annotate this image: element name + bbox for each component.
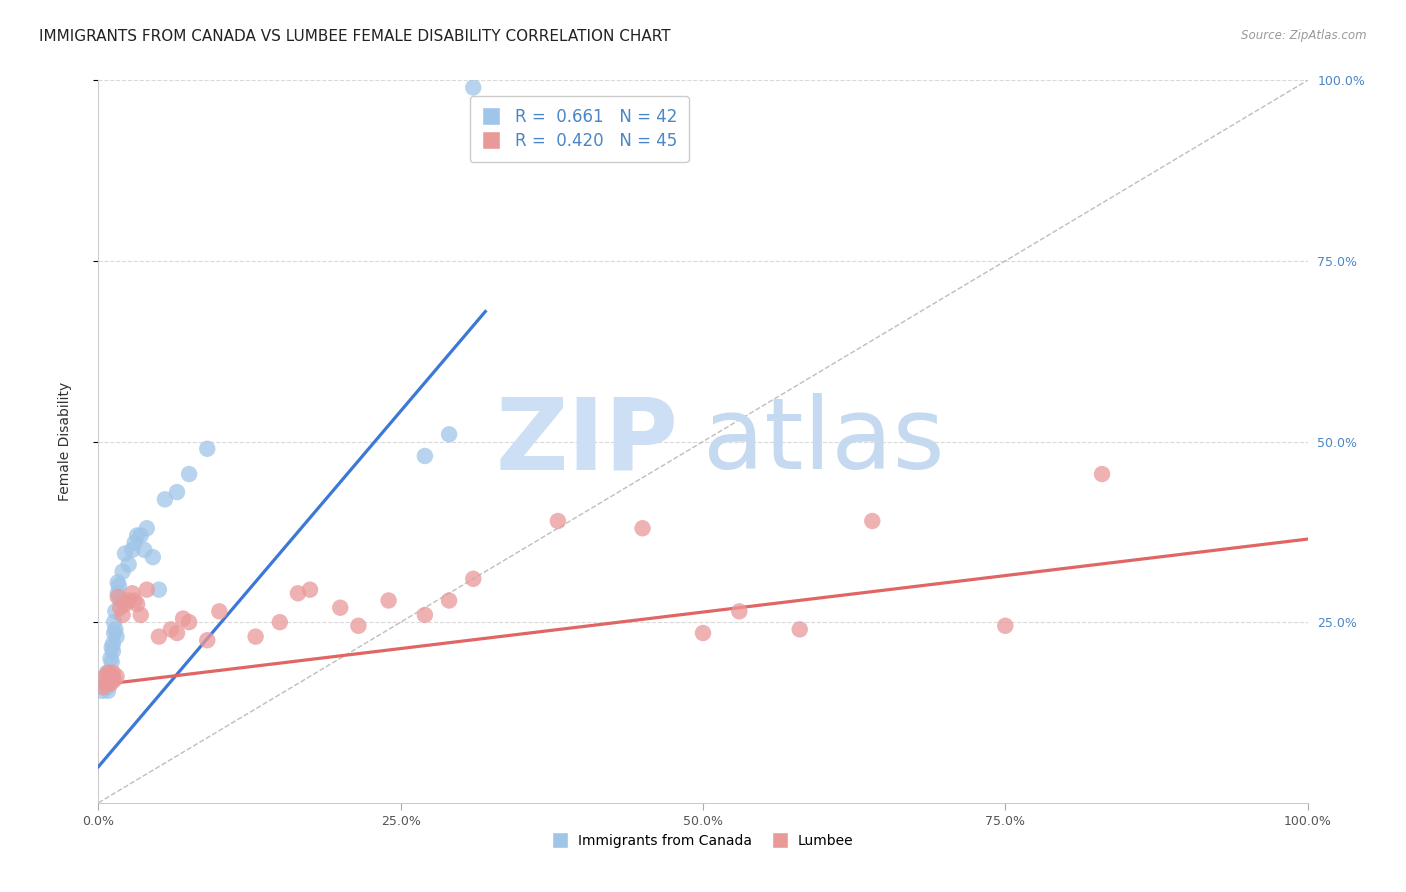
Point [413, 607, 436, 622]
Point [547, 514, 569, 528]
Point [437, 593, 460, 607]
Point [142, 550, 165, 565]
Point [100, 655, 122, 669]
Point [245, 630, 267, 644]
Point [692, 626, 714, 640]
Point [107, 586, 129, 600]
Point [118, 558, 141, 572]
Point [129, 528, 152, 542]
Point [108, 600, 131, 615]
Point [100, 651, 122, 665]
Point [97, 683, 120, 698]
Point [101, 637, 124, 651]
Point [118, 593, 141, 607]
Point [100, 640, 122, 655]
Point [114, 547, 136, 561]
Point [135, 582, 157, 597]
Point [172, 611, 194, 625]
Point [105, 630, 128, 644]
Point [148, 582, 170, 597]
Point [135, 521, 157, 535]
Point [96, 680, 118, 694]
Point [121, 586, 143, 600]
Point [329, 600, 352, 615]
Point [114, 597, 136, 611]
Point [179, 467, 201, 481]
Point [127, 528, 149, 542]
Point [93, 673, 115, 687]
Point [148, 630, 170, 644]
Point [103, 626, 125, 640]
Point [100, 669, 122, 683]
Point [98, 673, 121, 687]
Point [463, 572, 485, 586]
Point [104, 604, 127, 618]
Point [129, 607, 152, 622]
Point [94, 676, 117, 690]
Point [728, 604, 751, 618]
Point [179, 615, 201, 630]
Point [166, 485, 188, 500]
Point [96, 676, 118, 690]
Point [269, 615, 291, 630]
Text: IMMIGRANTS FROM CANADA VS LUMBEE FEMALE DISABILITY CORRELATION CHART: IMMIGRANTS FROM CANADA VS LUMBEE FEMALE … [39, 29, 671, 44]
Point [107, 575, 129, 590]
Point [463, 80, 485, 95]
Point [103, 615, 125, 630]
Point [166, 626, 188, 640]
Point [377, 593, 399, 607]
Point [124, 535, 146, 549]
Point [91, 680, 114, 694]
Point [100, 669, 122, 683]
Point [96, 665, 118, 680]
Point [860, 514, 883, 528]
Point [413, 449, 436, 463]
Point [437, 427, 460, 442]
Point [103, 673, 125, 687]
Point [101, 665, 124, 680]
Point [299, 582, 322, 597]
Text: atlas: atlas [703, 393, 945, 490]
Y-axis label: Female Disability: Female Disability [58, 382, 72, 501]
Point [789, 623, 811, 637]
Point [994, 619, 1017, 633]
Point [124, 593, 146, 607]
Point [100, 676, 122, 690]
Legend: Immigrants from Canada, Lumbee: Immigrants from Canada, Lumbee [547, 829, 859, 854]
Point [107, 590, 129, 604]
Point [195, 442, 218, 456]
Point [108, 593, 131, 607]
Point [104, 623, 127, 637]
Point [153, 492, 176, 507]
Point [98, 673, 121, 687]
Point [91, 683, 114, 698]
Point [287, 586, 309, 600]
Point [108, 579, 131, 593]
Point [97, 665, 120, 680]
Point [347, 619, 370, 633]
Point [111, 607, 134, 622]
Point [631, 521, 654, 535]
Point [105, 669, 128, 683]
Point [98, 665, 121, 680]
Point [101, 644, 124, 658]
Point [1091, 467, 1114, 481]
Point [195, 633, 218, 648]
Point [134, 542, 156, 557]
Point [127, 597, 149, 611]
Text: ZIP: ZIP [496, 393, 679, 490]
Point [160, 623, 183, 637]
Point [111, 565, 134, 579]
Point [121, 542, 143, 557]
Point [94, 669, 117, 683]
Point [97, 676, 120, 690]
Text: Source: ZipAtlas.com: Source: ZipAtlas.com [1241, 29, 1367, 42]
Point [208, 604, 231, 618]
